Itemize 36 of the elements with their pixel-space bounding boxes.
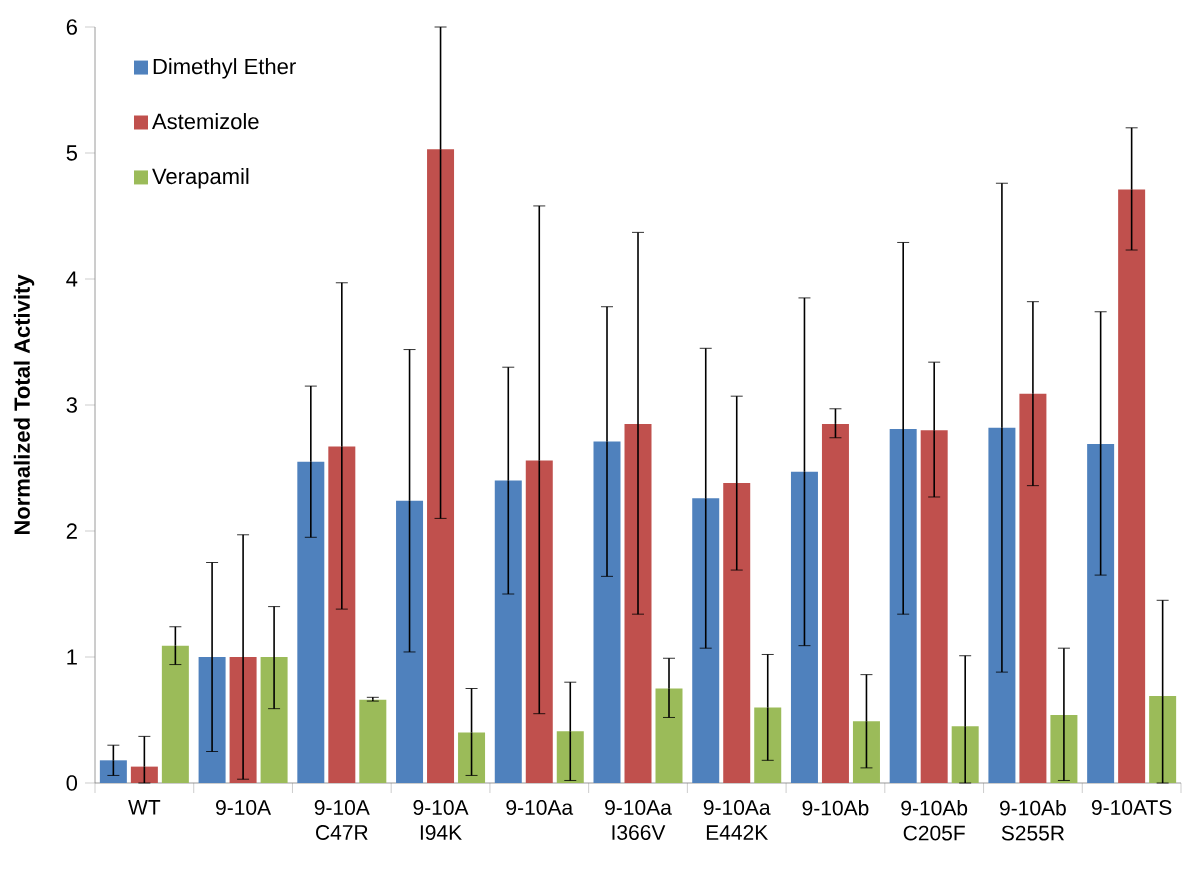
legend-label: Verapamil <box>152 167 249 189</box>
bar <box>920 430 948 783</box>
y-tick-label: 0 <box>66 775 78 791</box>
x-tick-label: 9-10A C47R <box>314 800 370 840</box>
x-tick-label: 9-10A <box>216 800 272 815</box>
bar <box>260 657 288 783</box>
x-tick-label: 9-10Aa E442K <box>703 800 771 840</box>
y-tick-label: 1 <box>67 649 77 665</box>
legend-label: Astemizole <box>152 113 259 130</box>
bar <box>328 446 356 783</box>
y-tick-label: 4 <box>66 271 78 287</box>
y-tick-label: 6 <box>66 19 77 35</box>
bar <box>723 483 751 783</box>
x-tick-label: 9-10ATS <box>1091 800 1172 815</box>
bar <box>1118 189 1146 783</box>
legend-label: Dimethyl Ether <box>153 58 296 79</box>
x-tick-label: WT <box>128 800 161 815</box>
bar <box>1019 393 1047 783</box>
bar <box>1087 444 1115 783</box>
bar <box>593 441 621 783</box>
x-tick-label: 9-10Aa <box>506 800 574 815</box>
x-tick-label: 9-10A I94K <box>413 800 469 840</box>
x-tick-label: 9-10Aa I366V <box>605 800 672 840</box>
bar <box>161 645 189 783</box>
x-tick-label: 9-10Ab S255R <box>1000 800 1066 841</box>
bar <box>359 699 387 783</box>
y-axis-title: Normalized Total Activity <box>13 274 35 535</box>
bar <box>297 461 325 783</box>
y-tick-label: 5 <box>66 145 77 161</box>
x-tick-label: 9-10Ab <box>802 800 869 816</box>
y-tick-label: 2 <box>66 523 77 539</box>
bar <box>494 480 522 783</box>
x-tick-label: 9-10Ab C205F <box>901 800 968 841</box>
bar <box>821 423 849 783</box>
y-tick-label: 3 <box>66 397 77 413</box>
bar <box>655 688 683 783</box>
